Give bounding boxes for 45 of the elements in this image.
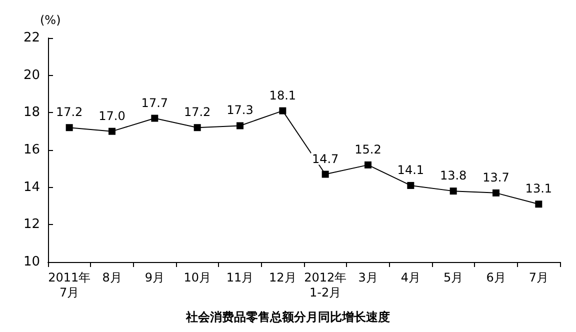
data-label: 13.7 bbox=[482, 170, 510, 184]
x-tick-label: 4月 bbox=[400, 270, 420, 284]
point bbox=[407, 182, 414, 189]
x-tick-label: 12月 bbox=[269, 270, 296, 284]
y-tick-label: 20 bbox=[23, 68, 40, 83]
data-label: 17.2 bbox=[56, 105, 83, 120]
point bbox=[364, 161, 372, 168]
data-label: 17.0 bbox=[98, 108, 126, 123]
y-tick-label: 18 bbox=[23, 105, 40, 120]
y-axis-title: (%) bbox=[40, 13, 61, 27]
data-label: 17.3 bbox=[226, 103, 254, 118]
x-tick-label: 5月 bbox=[444, 270, 464, 284]
point bbox=[151, 114, 158, 122]
y-tick-label: 10 bbox=[23, 254, 40, 270]
point bbox=[535, 200, 542, 208]
data-label: 13.8 bbox=[440, 168, 467, 183]
y-tick-label: 14 bbox=[23, 180, 40, 195]
x-tick-label: 2012年 1-2月 bbox=[304, 270, 347, 300]
point bbox=[450, 188, 457, 195]
data-label: 18.1 bbox=[269, 88, 296, 102]
data-label: 17.2 bbox=[184, 105, 211, 120]
point bbox=[108, 128, 116, 135]
point bbox=[322, 170, 329, 178]
data-label: 13.1 bbox=[525, 182, 552, 196]
point bbox=[492, 189, 500, 196]
x-tick-label: 7月 bbox=[528, 270, 548, 284]
data-label: 14.1 bbox=[397, 162, 424, 177]
y-tick-label: 16 bbox=[23, 142, 40, 158]
x-tick-label: 11月 bbox=[226, 270, 254, 284]
x-tick-label: 9月 bbox=[144, 270, 164, 284]
point bbox=[66, 124, 73, 132]
data-label: 17.7 bbox=[141, 96, 168, 110]
x-tick-label: 2011年 7月 bbox=[48, 270, 91, 300]
x-tick-label: 3月 bbox=[358, 270, 378, 284]
point bbox=[279, 107, 286, 114]
data-label: 14.7 bbox=[312, 152, 339, 166]
point bbox=[236, 122, 244, 130]
text: 社会消费品零售总额分月同比增长速度 bbox=[185, 310, 390, 324]
point bbox=[194, 124, 201, 132]
y-tick-label: 12 bbox=[23, 217, 40, 232]
y-tick-label: 22 bbox=[23, 30, 40, 46]
data-label: 15.2 bbox=[354, 142, 382, 156]
x-tick-label: 6月 bbox=[486, 270, 506, 284]
x-tick-label: 10月 bbox=[184, 270, 211, 284]
x-tick-label: 8月 bbox=[102, 270, 122, 284]
